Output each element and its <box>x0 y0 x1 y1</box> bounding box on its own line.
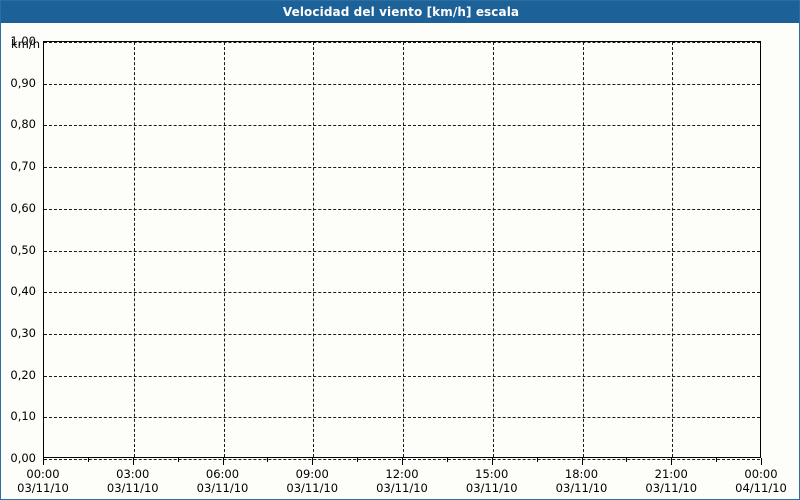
gridline-horizontal <box>44 42 760 43</box>
gridline-vertical <box>492 42 494 457</box>
x-axis-tick-minor <box>446 458 448 462</box>
gridline-horizontal <box>44 208 760 210</box>
y-axis-tick-label: 0,40 <box>10 284 36 299</box>
x-axis-tick-time: 15:00 <box>475 467 509 481</box>
gridline-horizontal <box>44 250 760 252</box>
y-axis-tick-label: 0,00 <box>10 451 36 465</box>
x-axis-tick-time: 06:00 <box>205 467 240 481</box>
x-axis-tick-time: 09:00 <box>295 467 329 481</box>
x-axis-tick-minor <box>357 458 359 462</box>
gridline-horizontal <box>44 83 760 85</box>
y-axis-tick-label: 1,00 <box>10 34 36 48</box>
gridline-horizontal <box>44 167 760 169</box>
x-axis-tick-major <box>132 458 134 465</box>
x-axis-tick-date: 03/11/10 <box>196 481 249 495</box>
x-axis-tick-date: 03/11/10 <box>286 481 339 495</box>
x-axis-tick-label: 09:00 03/11/10 <box>267 467 357 495</box>
y-axis-tick-label: 0,70 <box>10 159 36 174</box>
x-axis-tick-label: 21:00 03/11/10 <box>626 467 716 495</box>
gridline-vertical <box>313 42 315 457</box>
y-axis-unit-label: km/h <box>11 37 41 51</box>
x-axis-tick-label: 06:00 03/11/10 <box>178 467 268 495</box>
x-axis-tick-major <box>581 458 583 465</box>
x-axis-tick-minor <box>177 458 179 462</box>
x-axis-tick-label: 00:00 03/11/10 <box>1 467 88 495</box>
x-axis-tick-minor <box>267 458 269 462</box>
y-axis-tick-label: 0,50 <box>10 242 36 257</box>
x-axis-tick-major <box>761 458 762 465</box>
x-axis-tick-time: 21:00 <box>654 467 688 481</box>
x-axis-tick-minor <box>626 458 628 462</box>
y-axis-tick-label: 0,60 <box>10 200 36 215</box>
x-axis-tick-date: 04/11/10 <box>735 481 787 495</box>
x-axis-tick-date: 03/11/10 <box>555 481 608 495</box>
page-title: Velocidad del viento [km/h] escala <box>282 5 520 19</box>
gridline-horizontal <box>44 375 760 377</box>
x-axis-tick-label: 15:00 03/11/10 <box>447 467 537 495</box>
x-axis-tick-label: 12:00 03/11/10 <box>357 467 447 495</box>
x-axis-tick-time: 00:00 <box>26 467 60 481</box>
gridline-vertical <box>133 42 135 457</box>
gridline-vertical <box>403 42 404 457</box>
x-axis-tick-major <box>312 458 314 465</box>
x-axis-tick-major <box>491 458 493 465</box>
x-axis-tick-minor <box>87 458 89 462</box>
gridline-vertical <box>672 42 674 457</box>
y-axis-tick-label: 0,30 <box>10 325 36 340</box>
chart-title-bar <box>1 1 799 23</box>
y-axis-tick-label: 0,90 <box>10 75 36 90</box>
x-axis-tick-label: 03:00 03/11/10 <box>88 467 178 495</box>
x-axis-tick-time: 03:00 <box>116 467 150 481</box>
x-axis-tick-major <box>402 458 403 465</box>
x-axis-tick-date: 03/11/10 <box>106 481 159 495</box>
x-axis-tick-label: 00:00 04/11/10 <box>716 467 799 495</box>
grid-layer <box>44 42 760 460</box>
gridline-vertical <box>582 42 584 457</box>
plot-area <box>43 41 761 460</box>
x-axis-tick-date: 03/11/10 <box>645 481 698 495</box>
x-axis-tick-minor <box>716 458 718 462</box>
y-axis-tick-label: 0,20 <box>10 367 36 382</box>
gridline-vertical <box>223 42 225 457</box>
x-axis-tick-time: 00:00 <box>744 467 778 481</box>
x-axis-tick-minor <box>536 458 538 462</box>
gridline-horizontal <box>44 125 760 127</box>
x-axis-tick-date: 03/11/10 <box>17 481 69 495</box>
x-axis-tick-major <box>43 458 44 465</box>
x-axis-tick-date: 03/11/10 <box>465 481 518 495</box>
y-axis-tick-label: 0,10 <box>10 409 36 424</box>
x-axis-tick-label: 18:00 03/11/10 <box>537 467 627 495</box>
x-axis-tick-date: 03/11/10 <box>376 481 428 495</box>
x-axis-tick-time: 12:00 <box>385 467 419 481</box>
x-axis-tick-major <box>222 458 224 465</box>
x-axis-tick-major <box>671 458 673 465</box>
gridline-horizontal <box>44 333 760 335</box>
y-axis-tick-label: 0,80 <box>10 117 36 132</box>
gridline-horizontal <box>44 292 760 294</box>
gridline-horizontal <box>44 417 760 419</box>
x-axis-tick-time: 18:00 <box>564 467 599 481</box>
